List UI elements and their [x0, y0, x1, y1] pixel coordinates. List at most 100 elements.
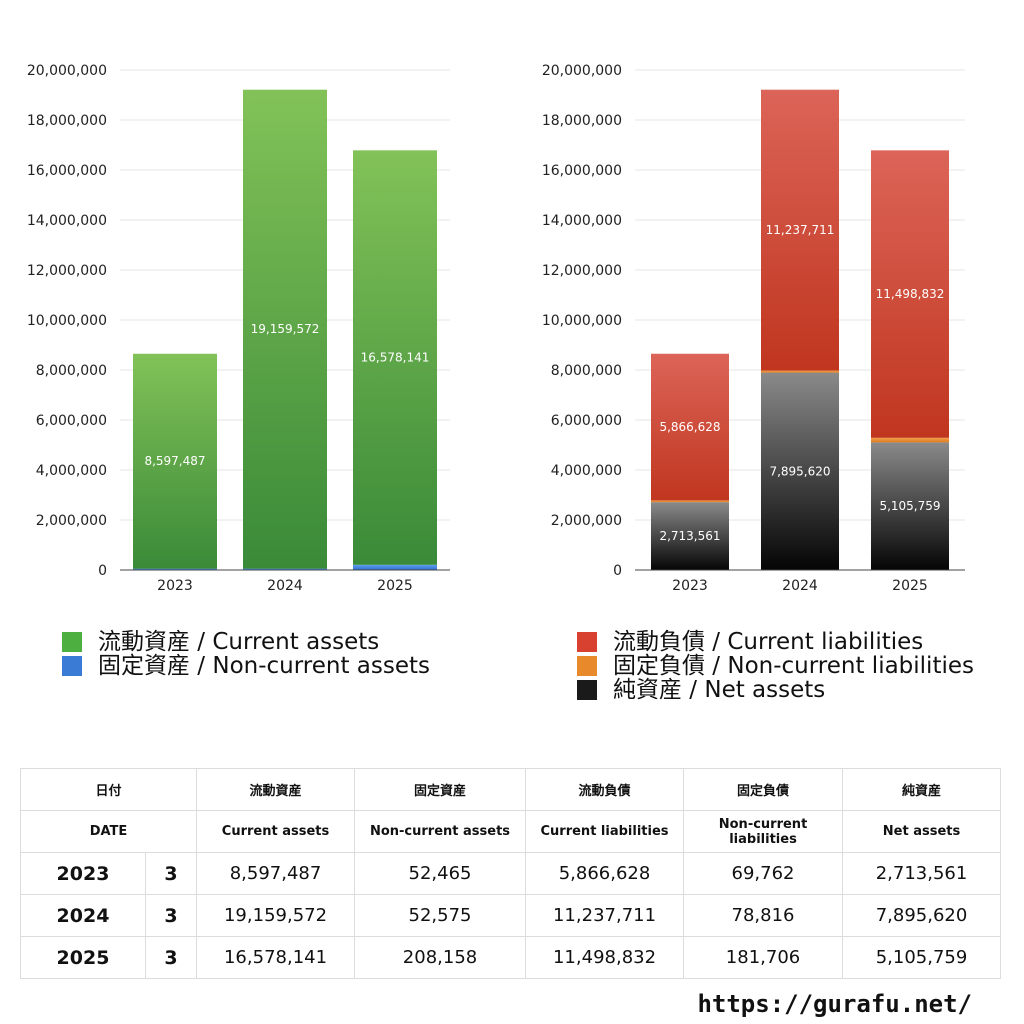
legend-label: 固定負債 / Non-current liabilities: [613, 653, 974, 679]
header-cell: DATE: [19, 810, 198, 853]
x-tick-label: 2025: [892, 578, 928, 594]
liabilities-chart: 0 2,000,000 4,000,000 6,000,000 8,000,000 10,…: [542, 63, 965, 594]
bar-segment: [133, 568, 217, 570]
bar-segment: [871, 437, 949, 443]
legend-label: 純資産 / Net assets: [613, 677, 826, 703]
header-cell: Current liabilities: [525, 810, 685, 853]
value-cell: 2,713,561: [842, 852, 1002, 895]
bar-segment: [243, 89, 327, 569]
legend-item-net-assets: 純資産 / Net assets: [577, 678, 974, 702]
data-label: 8,597,487: [144, 454, 205, 468]
y-tick-label: 12,000,000: [542, 263, 622, 279]
header-cell: Non-current assets: [354, 810, 527, 853]
bar-segment: [353, 564, 437, 570]
y-tick-label: 4,000,000: [36, 463, 107, 479]
data-label: 11,237,711: [766, 223, 835, 237]
value-cell: 11,498,832: [525, 936, 685, 979]
header-cell: 純資産: [842, 768, 1002, 811]
y-tick-label: 10,000,000: [27, 313, 107, 329]
y-tick-label: 14,000,000: [27, 213, 107, 229]
y-tick-label: 20,000,000: [542, 63, 622, 79]
header-cell: Net assets: [842, 810, 1002, 853]
data-label: 16,578,141: [361, 351, 430, 365]
y-tick-label: 8,000,000: [36, 363, 107, 379]
legend-label: 固定資産 / Non-current assets: [98, 653, 431, 679]
data-label: 7,895,620: [769, 464, 830, 478]
liabilities-legend: 流動負債 / Current liabilities 固定負債 / Non-cu…: [577, 630, 974, 702]
x-tick-label: 2024: [782, 578, 818, 594]
year-cell: 2025: [20, 936, 146, 979]
value-cell: 5,105,759: [842, 936, 1002, 979]
bar-segment: [761, 370, 839, 373]
header-cell: 固定負債: [683, 768, 844, 811]
header-cell: 日付: [19, 768, 198, 811]
value-cell: 11,237,711: [525, 894, 685, 937]
legend-item-current-liabilities: 流動負債 / Current liabilities: [577, 630, 974, 654]
bar-segment: [651, 500, 729, 503]
data-label: 2,713,561: [659, 529, 720, 543]
y-tick-label: 4,000,000: [551, 463, 622, 479]
bar-segment: [761, 372, 839, 570]
assets-legend: 流動資産 / Current assets 固定資産 / Non-current…: [62, 630, 430, 678]
header-cell: 流動負債: [525, 768, 685, 811]
value-cell: 19,159,572: [196, 894, 356, 937]
data-label: 5,105,759: [879, 499, 940, 513]
value-cell: 181,706: [683, 936, 844, 979]
y-tick-label: 16,000,000: [542, 163, 622, 179]
value-cell: 52,575: [354, 894, 527, 937]
table-row: 2024 3 19,159,572 52,575 11,237,711 78,8…: [20, 894, 1002, 937]
table-header-en: DATE Current assets Non-current assets C…: [19, 810, 1002, 853]
y-tick-label: 18,000,000: [27, 113, 107, 129]
y-tick-label: 14,000,000: [542, 213, 622, 229]
y-tick-label: 6,000,000: [551, 413, 622, 429]
bar-segment: [243, 568, 327, 570]
bar-segment: [871, 150, 949, 438]
bar-segment: [353, 150, 437, 565]
y-tick-label: 2,000,000: [36, 513, 107, 529]
bar-segment: [761, 89, 839, 371]
y-tick-label: 12,000,000: [27, 263, 107, 279]
y-tick-label: 0: [98, 563, 107, 579]
y-tick-label: 10,000,000: [542, 313, 622, 329]
legend-swatch: [577, 656, 597, 676]
site-url[interactable]: https://gurafu.net/: [697, 990, 972, 1018]
legend-label: 流動資産 / Current assets: [98, 629, 380, 655]
legend-swatch: [577, 680, 597, 700]
value-cell: 78,816: [683, 894, 844, 937]
value-cell: 16,578,141: [196, 936, 356, 979]
header-cell: 流動資産: [196, 768, 356, 811]
assets-chart: 0 2,000,000 4,000,000 6,000,000 8,000,000 10,…: [27, 63, 450, 594]
legend-swatch: [577, 632, 597, 652]
month-cell: 3: [144, 852, 198, 895]
y-tick-label: 2,000,000: [551, 513, 622, 529]
header-cell: 固定資産: [354, 768, 527, 811]
bar-segment: [651, 502, 729, 570]
x-tick-label: 2024: [267, 578, 303, 594]
data-table: 日付 流動資産 固定資産 流動負債 固定負債 純資産 DATE Current …: [19, 768, 1002, 979]
data-label: 5,866,628: [659, 420, 720, 434]
value-cell: 52,465: [354, 852, 527, 895]
y-tick-label: 18,000,000: [542, 113, 622, 129]
data-label: 11,498,832: [876, 287, 945, 301]
bar-segment: [871, 442, 949, 570]
value-cell: 8,597,487: [196, 852, 356, 895]
y-tick-label: 20,000,000: [27, 63, 107, 79]
table-row: 2025 3 16,578,141 208,158 11,498,832 181…: [20, 936, 1002, 979]
y-tick-label: 8,000,000: [551, 363, 622, 379]
table-row: 2023 3 8,597,487 52,465 5,866,628 69,762…: [20, 852, 1002, 895]
header-cell: Current assets: [196, 810, 356, 853]
x-tick-label: 2025: [377, 578, 413, 594]
month-cell: 3: [144, 936, 198, 979]
value-cell: 208,158: [354, 936, 527, 979]
bar-segment: [133, 353, 217, 569]
year-cell: 2024: [20, 894, 146, 937]
legend-label: 流動負債 / Current liabilities: [613, 629, 924, 655]
legend-swatch: [62, 632, 82, 652]
value-cell: 69,762: [683, 852, 844, 895]
table-header-jp: 日付 流動資産 固定資産 流動負債 固定負債 純資産: [19, 768, 1002, 811]
value-cell: 7,895,620: [842, 894, 1002, 937]
year-cell: 2023: [20, 852, 146, 895]
x-tick-label: 2023: [157, 578, 193, 594]
y-tick-label: 0: [613, 563, 622, 579]
data-label: 19,159,572: [251, 322, 320, 336]
